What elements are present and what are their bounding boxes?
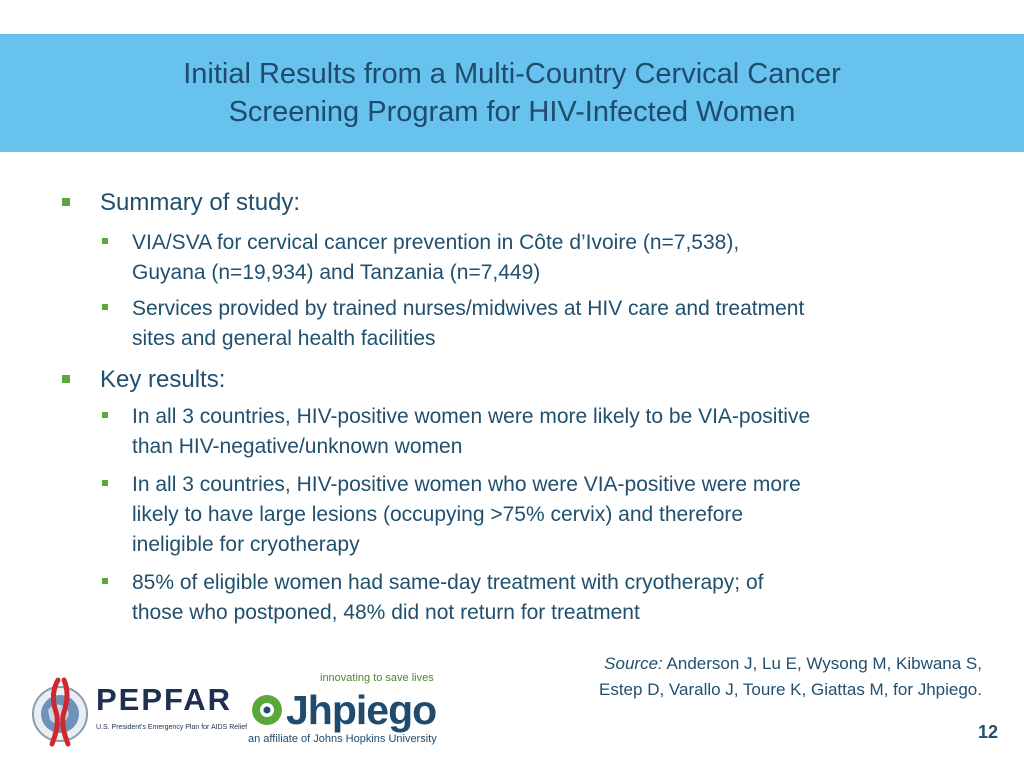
text-line: VIA/SVA for cervical cancer prevention i… (132, 231, 740, 254)
source-citation: Source: Anderson J, Lu E, Wysong M, Kibw… (599, 651, 982, 703)
source-line-1: Anderson J, Lu E, Wysong M, Kibwana S, (662, 654, 982, 673)
sub-bullet-text: Services provided by trained nurses/midw… (132, 294, 972, 354)
sub-bullet-text: VIA/SVA for cervical cancer prevention i… (132, 228, 972, 288)
bullet-key-results: Key results: (62, 365, 225, 395)
text-line: ineligible for cryotherapy (132, 533, 360, 556)
text-line: Guyana (n=19,934) and Tanzania (n=7,449) (132, 261, 541, 284)
sub-bullet-large-lesions: In all 3 countries, HIV-positive women w… (102, 470, 972, 560)
jhpiego-wordmark: Jhpiego (286, 687, 437, 733)
text-line: 85% of eligible women had same-day treat… (132, 571, 764, 594)
jhpiego-affiliation: an affiliate of Johns Hopkins University (248, 733, 437, 745)
pepfar-logo: PEPFAR U.S. President's Emergency Plan f… (30, 674, 247, 750)
jhpiego-mark-icon (252, 695, 282, 725)
source-label: Source: (604, 654, 663, 673)
sub-bullet-services: Services provided by trained nurses/midw… (102, 294, 972, 354)
bullet-key-results-text: Key results: (100, 366, 226, 393)
pepfar-seal-icon (32, 677, 88, 747)
bullet-summary-text: Summary of study: (100, 189, 301, 216)
sub-bullet-marker (102, 238, 108, 244)
bullet-summary: Summary of study: (62, 188, 300, 218)
bullet-marker (62, 198, 70, 206)
pepfar-wordmark: PEPFAR (96, 682, 233, 717)
jhpiego-tagline: innovating to save lives (320, 672, 434, 684)
text-line: than HIV-negative/unknown women (132, 435, 463, 458)
text-line: In all 3 countries, HIV-positive women w… (132, 405, 811, 428)
source-line-2: Estep D, Varallo J, Toure K, Giattas M, … (599, 680, 982, 699)
text-line: sites and general health facilities (132, 327, 436, 350)
slide-title-line-1: Initial Results from a Multi-Country Cer… (183, 58, 841, 90)
sub-bullet-cryotherapy: 85% of eligible women had same-day treat… (102, 568, 972, 628)
top-strip (0, 0, 1024, 34)
sub-bullet-via-sva: VIA/SVA for cervical cancer prevention i… (102, 228, 972, 288)
slide-title-line-2: Screening Program for HIV-Infected Women (228, 96, 796, 128)
sub-bullet-text: In all 3 countries, HIV-positive women w… (132, 402, 972, 462)
page-number: 12 (977, 722, 998, 742)
text-line: Services provided by trained nurses/midw… (132, 297, 805, 320)
sub-bullet-hiv-via: In all 3 countries, HIV-positive women w… (102, 402, 972, 462)
pepfar-subtitle: U.S. President's Emergency Plan for AIDS… (96, 724, 248, 731)
title-band: Initial Results from a Multi-Country Cer… (0, 34, 1024, 152)
bullet-marker (62, 375, 70, 383)
sub-bullet-marker (102, 304, 108, 310)
sub-bullet-marker (102, 578, 108, 584)
jhpiego-logo: innovating to save lives Jhpiego an affi… (248, 672, 437, 750)
sub-bullet-marker (102, 480, 108, 486)
text-line: those who postponed, 48% did not return … (132, 601, 640, 624)
sub-bullet-text: In all 3 countries, HIV-positive women w… (132, 470, 972, 560)
sub-bullet-text: 85% of eligible women had same-day treat… (132, 568, 972, 628)
text-line: In all 3 countries, HIV-positive women w… (132, 473, 801, 496)
sub-bullet-marker (102, 412, 108, 418)
text-line: likely to have large lesions (occupying … (132, 503, 744, 526)
